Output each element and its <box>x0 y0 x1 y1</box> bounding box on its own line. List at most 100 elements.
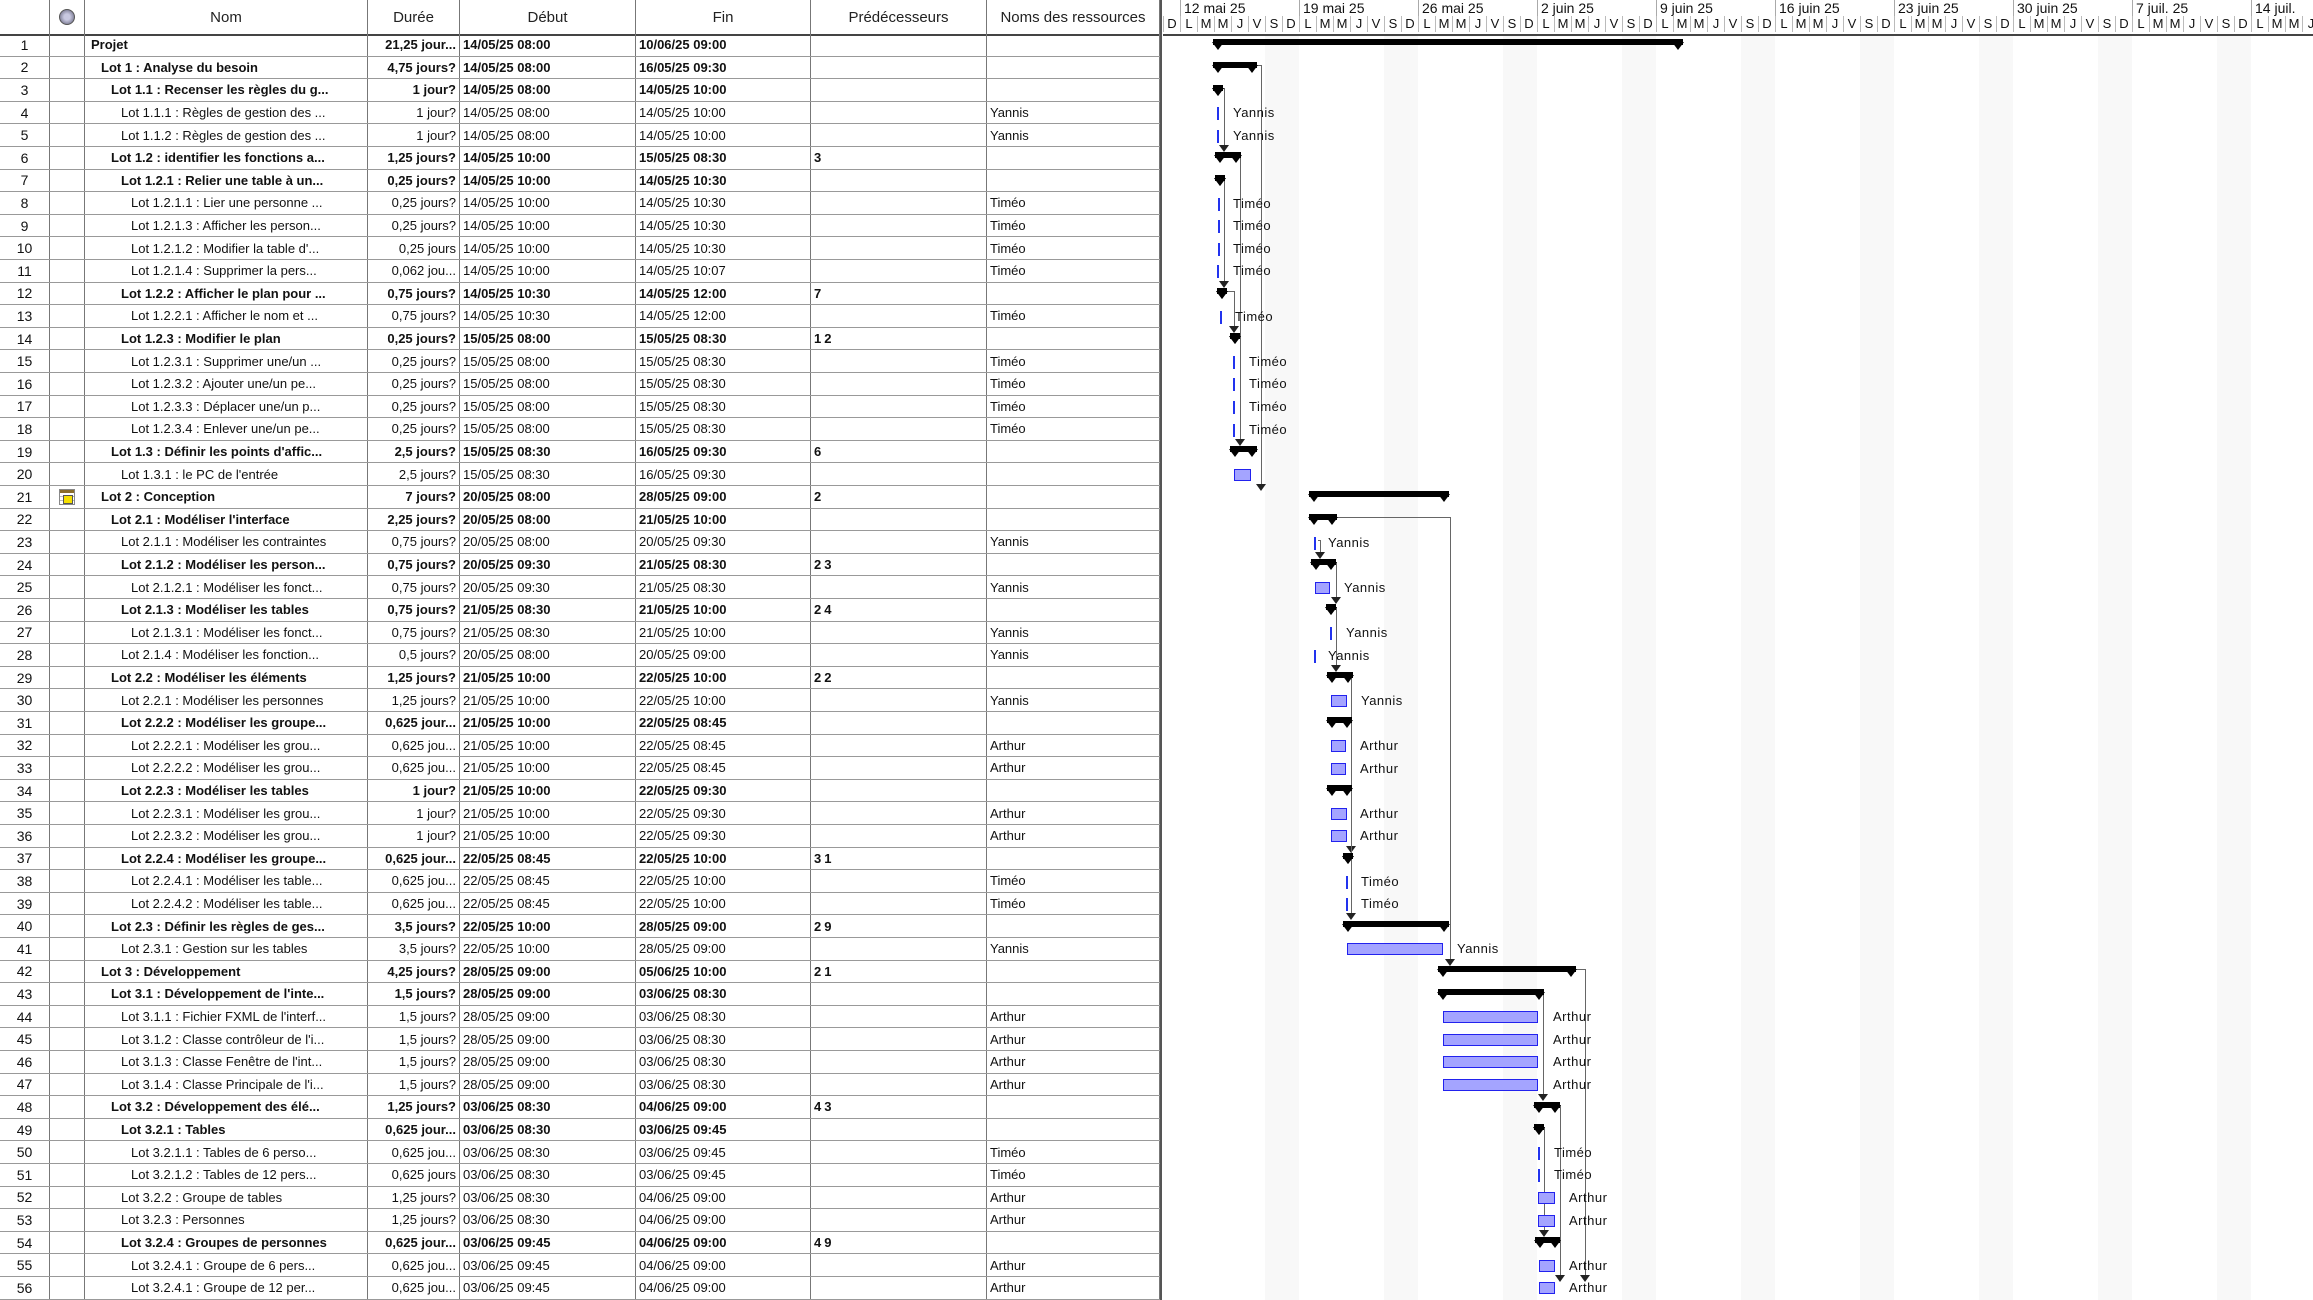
table-row[interactable]: 42 Lot 3 : Développement 4,25 jours? 28/05/… <box>0 960 1160 984</box>
row-number[interactable]: 27 <box>0 621 50 644</box>
task-predecessors[interactable] <box>811 870 987 892</box>
task-bar[interactable] <box>1538 1191 1555 1204</box>
task-end[interactable]: 14/05/25 12:00 <box>636 305 811 327</box>
task-resources[interactable]: Timéo <box>987 260 1160 282</box>
task-name[interactable]: Lot 1.1 : Recenser les règles du g... <box>85 79 368 101</box>
task-predecessors[interactable] <box>811 779 987 802</box>
task-name[interactable]: Lot 1.3.1 : le PC de l'entrée <box>85 463 368 485</box>
task-name[interactable]: Lot 2.1.3 : Modéliser les tables <box>85 599 368 621</box>
task-start[interactable]: 03/06/25 08:30 <box>460 1118 636 1141</box>
task-duration[interactable]: 0,625 jours <box>368 1164 460 1186</box>
task-bar-short[interactable] <box>1346 898 1348 912</box>
task-name[interactable]: Lot 1.2.1.2 : Modifier la table d'... <box>85 237 368 259</box>
row-number[interactable]: 43 <box>0 983 50 1005</box>
table-row[interactable]: 29 Lot 2.2 : Modéliser les éléments 1,25 j… <box>0 666 1160 690</box>
table-row[interactable]: 49 Lot 3.2.1 : Tables 0,625 jour... 03/06/2… <box>0 1118 1160 1142</box>
task-resources[interactable]: Timéo <box>987 395 1160 418</box>
table-row[interactable]: 38 Lot 2.2.4.1 : Modéliser les table... 0,… <box>0 870 1160 893</box>
indicator-cell[interactable] <box>50 305 85 327</box>
table-row[interactable]: 21 Lot 2 : Conception 7 jours? 20/05/25 08:… <box>0 486 1160 509</box>
task-end[interactable]: 20/05/25 09:00 <box>636 644 811 666</box>
table-row[interactable]: 15 Lot 1.2.3.1 : Supprimer une/un ... 0,25… <box>0 350 1160 373</box>
task-start[interactable]: 22/05/25 08:45 <box>460 870 636 892</box>
summary-bar[interactable] <box>1212 39 1684 51</box>
task-end[interactable]: 16/05/25 09:30 <box>636 463 811 485</box>
indicator-cell[interactable] <box>50 644 85 666</box>
task-name[interactable]: Lot 1.2 : identifier les fonctions a... <box>85 147 368 169</box>
task-end[interactable]: 22/05/25 09:30 <box>636 802 811 824</box>
table-row[interactable]: 1 Projet 21,25 jour... 14/05/25 08:00 10/06/… <box>0 34 1160 57</box>
row-number[interactable]: 50 <box>0 1141 50 1163</box>
header-name[interactable]: Nom <box>85 0 368 34</box>
task-start[interactable]: 21/05/25 10:00 <box>460 802 636 824</box>
task-duration[interactable]: 0,75 jours? <box>368 282 460 305</box>
task-end[interactable]: 03/06/25 08:30 <box>636 983 811 1005</box>
row-number[interactable]: 28 <box>0 644 50 666</box>
task-end[interactable]: 05/06/25 10:00 <box>636 960 811 983</box>
indicator-cell[interactable] <box>50 1277 85 1299</box>
task-start[interactable]: 14/05/25 10:00 <box>460 214 636 237</box>
task-predecessors[interactable]: 12 <box>811 327 987 350</box>
task-start[interactable]: 15/05/25 08:00 <box>460 350 636 372</box>
task-end[interactable]: 22/05/25 10:00 <box>636 892 811 915</box>
task-resources[interactable] <box>987 712 1160 734</box>
task-predecessors[interactable] <box>811 101 987 124</box>
task-resources[interactable] <box>987 486 1160 508</box>
table-row[interactable]: 18 Lot 1.2.3.4 : Enlever une/un pe... 0,25… <box>0 418 1160 441</box>
task-end[interactable]: 03/06/25 09:45 <box>636 1118 811 1141</box>
task-end[interactable]: 28/05/25 09:00 <box>636 915 811 937</box>
task-bar[interactable] <box>1443 1078 1538 1091</box>
task-resources[interactable]: Yannis <box>987 124 1160 146</box>
task-predecessors[interactable] <box>811 1254 987 1276</box>
task-duration[interactable]: 1 jour? <box>368 825 460 847</box>
indicator-cell[interactable] <box>50 531 85 553</box>
summary-bar[interactable] <box>1212 61 1258 73</box>
task-end[interactable]: 04/06/25 09:00 <box>636 1254 811 1276</box>
summary-bar[interactable] <box>1326 672 1354 684</box>
task-end[interactable]: 21/05/25 10:00 <box>636 621 811 644</box>
task-bar[interactable] <box>1539 1282 1555 1295</box>
task-start[interactable]: 21/05/25 10:00 <box>460 666 636 689</box>
table-row[interactable]: 10 Lot 1.2.1.2 : Modifier la table d'... 0… <box>0 237 1160 260</box>
task-duration[interactable]: 0,625 jour... <box>368 847 460 870</box>
task-start[interactable]: 14/05/25 10:00 <box>460 260 636 282</box>
header-duration[interactable]: Durée <box>368 0 460 34</box>
table-row[interactable]: 22 Lot 2.1 : Modéliser l'interface 2,25 jo… <box>0 508 1160 532</box>
task-duration[interactable]: 0,5 jours? <box>368 644 460 666</box>
table-row[interactable]: 31 Lot 2.2.2 : Modéliser les groupe... 0,6… <box>0 712 1160 735</box>
task-start[interactable]: 22/05/25 10:00 <box>460 938 636 960</box>
task-resources[interactable]: Arthur <box>987 1277 1160 1299</box>
table-row[interactable]: 56 Lot 3.2.4.1 : Groupe de 12 per... 0,625… <box>0 1277 1160 1300</box>
indicator-cell[interactable] <box>50 870 85 892</box>
summary-bar[interactable] <box>1229 333 1241 345</box>
task-end[interactable]: 21/05/25 08:30 <box>636 576 811 598</box>
task-name[interactable]: Lot 2.2 : Modéliser les éléments <box>85 666 368 689</box>
task-bar-short[interactable] <box>1220 310 1222 324</box>
task-duration[interactable]: 3,5 jours? <box>368 915 460 937</box>
task-duration[interactable]: 1 jour? <box>368 79 460 101</box>
task-resources[interactable]: Arthur <box>987 734 1160 757</box>
indicator-cell[interactable] <box>50 1005 85 1028</box>
table-row[interactable]: 20 Lot 1.3.1 : le PC de l'entrée 2,5 jours… <box>0 463 1160 486</box>
task-name[interactable]: Lot 1.1.2 : Règles de gestion des ... <box>85 124 368 146</box>
task-name[interactable]: Lot 3.2.4 : Groupes de personnes <box>85 1231 368 1254</box>
row-number[interactable]: 16 <box>0 373 50 395</box>
task-start[interactable]: 22/05/25 08:45 <box>460 892 636 915</box>
task-duration[interactable]: 1,5 jours? <box>368 1028 460 1050</box>
task-end[interactable]: 03/06/25 09:45 <box>636 1141 811 1163</box>
task-predecessors[interactable] <box>811 689 987 711</box>
indicator-cell[interactable] <box>50 1231 85 1254</box>
task-start[interactable]: 28/05/25 09:00 <box>460 1073 636 1096</box>
task-predecessors[interactable] <box>811 983 987 1005</box>
row-number[interactable]: 7 <box>0 169 50 192</box>
task-name[interactable]: Lot 2.1.2.1 : Modéliser les fonct... <box>85 576 368 598</box>
task-predecessors[interactable] <box>811 757 987 779</box>
task-name[interactable]: Lot 2.1.1 : Modéliser les contraintes <box>85 531 368 553</box>
row-number[interactable]: 13 <box>0 305 50 327</box>
task-predecessors[interactable] <box>811 34 987 56</box>
task-start[interactable]: 21/05/25 10:00 <box>460 734 636 757</box>
task-name[interactable]: Lot 1.2.2.1 : Afficher le nom et ... <box>85 305 368 327</box>
task-start[interactable]: 14/05/25 10:30 <box>460 282 636 305</box>
task-bar[interactable] <box>1234 468 1251 481</box>
task-bar-short[interactable] <box>1217 265 1219 279</box>
